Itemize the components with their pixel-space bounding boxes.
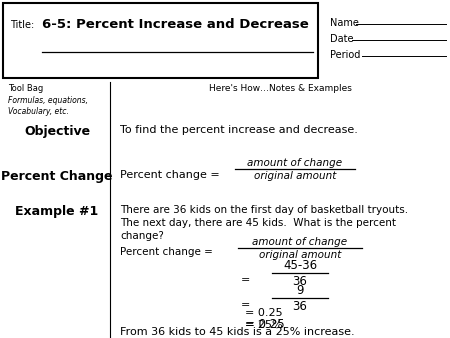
Text: original amount: original amount — [254, 171, 336, 181]
Text: amount of change: amount of change — [248, 158, 342, 168]
Bar — [3, 3, 318, 78]
Text: 36: 36 — [292, 300, 307, 313]
Text: 36: 36 — [292, 275, 307, 288]
Text: Name: Name — [330, 18, 359, 28]
Text: Percent change =: Percent change = — [120, 247, 216, 257]
Text: =: = — [240, 275, 250, 285]
Text: amount of change: amount of change — [252, 237, 347, 247]
Text: Tool Bag: Tool Bag — [8, 84, 43, 93]
Text: = 25%: = 25% — [245, 320, 283, 330]
Text: =: = — [240, 300, 250, 310]
Text: Period: Period — [330, 50, 360, 60]
Text: 6-5: Percent Increase and Decrease: 6-5: Percent Increase and Decrease — [42, 18, 309, 31]
Text: There are 36 kids on the first day of basketball tryouts.: There are 36 kids on the first day of ba… — [120, 205, 408, 215]
Text: Title:: Title: — [10, 20, 34, 30]
Text: Date: Date — [330, 34, 354, 44]
Text: original amount: original amount — [259, 250, 341, 260]
Text: To find the percent increase and decrease.: To find the percent increase and decreas… — [120, 125, 358, 135]
Text: Example #1: Example #1 — [15, 205, 99, 218]
Text: Percent change =: Percent change = — [120, 170, 223, 180]
Text: Vocabulary, etc.: Vocabulary, etc. — [8, 107, 69, 116]
Text: = 0.25: = 0.25 — [245, 318, 284, 331]
Text: change?: change? — [120, 231, 164, 241]
Text: 9: 9 — [296, 284, 304, 297]
Text: Percent Change: Percent Change — [1, 170, 113, 183]
Text: Formulas, equations,: Formulas, equations, — [8, 96, 88, 105]
Text: The next day, there are 45 kids.  What is the percent: The next day, there are 45 kids. What is… — [120, 218, 396, 228]
Text: 45-36: 45-36 — [283, 259, 317, 272]
Text: Here's How…Notes & Examples: Here's How…Notes & Examples — [208, 84, 351, 93]
Text: = 0.25: = 0.25 — [245, 308, 283, 318]
Text: Objective: Objective — [24, 125, 90, 138]
Text: From 36 kids to 45 kids is a 25% increase.: From 36 kids to 45 kids is a 25% increas… — [120, 327, 355, 337]
